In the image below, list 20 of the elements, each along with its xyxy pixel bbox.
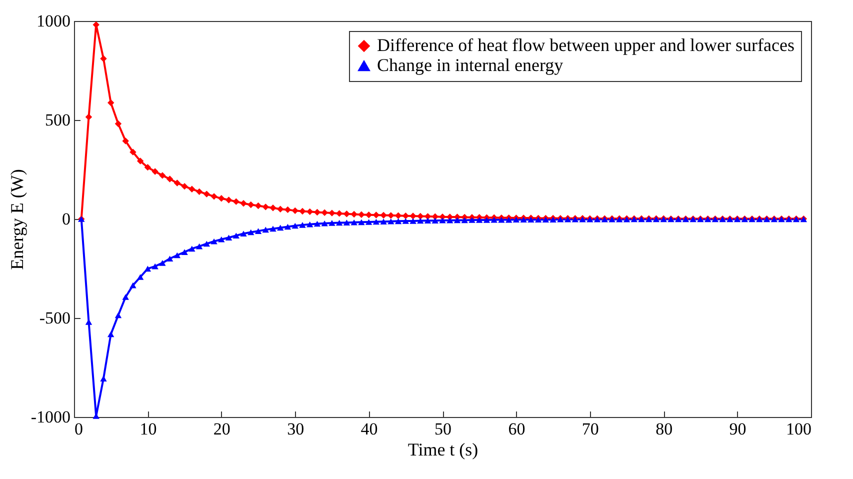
- y-tick-label: 1000: [36, 12, 70, 30]
- y-axis-title: Energy E (W): [6, 169, 27, 270]
- x-tick-label: 10: [140, 420, 157, 438]
- y-tick-label: -1000: [30, 408, 70, 426]
- legend-label: Change in internal energy: [377, 55, 564, 75]
- x-tick-label: 30: [287, 420, 304, 438]
- x-tick-label: 0: [74, 420, 83, 438]
- y-tick-label: 0: [62, 210, 70, 228]
- x-tick-label: 20: [213, 420, 230, 438]
- x-tick-label: 100: [786, 420, 812, 438]
- y-tick-label: -500: [39, 308, 70, 328]
- x-tick-label: 60: [508, 420, 526, 438]
- x-tick-label: 80: [656, 420, 673, 438]
- x-tick-label: 50: [434, 420, 452, 438]
- x-axis-title: Time t (s): [408, 440, 478, 460]
- x-tick-label: 90: [729, 420, 746, 438]
- x-tick-label: 40: [360, 420, 378, 438]
- y-tick-label: 500: [45, 110, 70, 130]
- legend-label: Difference of heat flow between upper and lower surfaces: [377, 35, 794, 55]
- x-tick-label: 70: [582, 420, 599, 438]
